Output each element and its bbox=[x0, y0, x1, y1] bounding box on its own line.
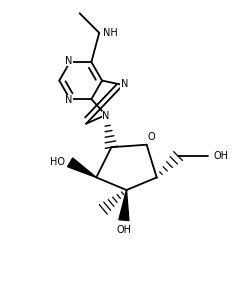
Text: N: N bbox=[65, 95, 72, 105]
Text: N: N bbox=[102, 111, 109, 121]
Polygon shape bbox=[119, 190, 129, 221]
Text: O: O bbox=[148, 132, 155, 142]
Text: N: N bbox=[121, 79, 128, 89]
Text: OH: OH bbox=[213, 151, 228, 161]
Text: NH: NH bbox=[103, 28, 118, 38]
Text: OH: OH bbox=[116, 225, 131, 235]
Polygon shape bbox=[68, 158, 96, 177]
Text: HO: HO bbox=[50, 157, 65, 167]
Text: N: N bbox=[65, 56, 72, 66]
